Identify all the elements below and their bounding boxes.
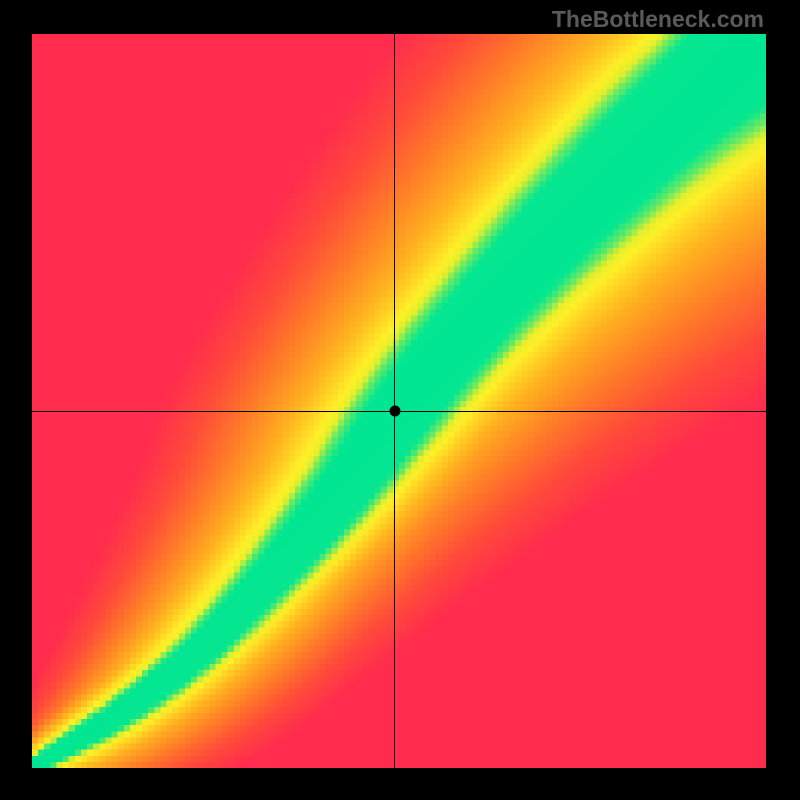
crosshair-vertical [394, 34, 395, 768]
crosshair-marker [389, 406, 400, 417]
watermark-text: TheBottleneck.com [552, 6, 764, 33]
heatmap-canvas [32, 34, 766, 768]
chart-container: TheBottleneck.com [0, 0, 800, 800]
